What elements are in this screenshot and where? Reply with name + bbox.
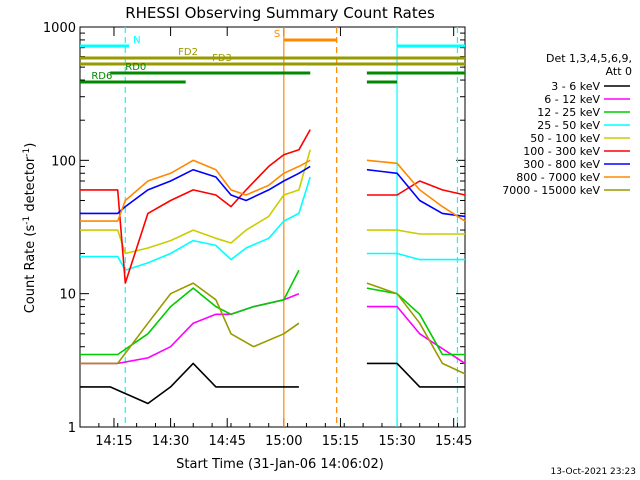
x-tick-label: 14:30 (152, 434, 189, 449)
x-tick-label: 15:15 (322, 434, 359, 449)
series-line (80, 165, 466, 218)
legend-title: Det 1,3,4,5,6,9, (546, 52, 632, 65)
flag-bar-label: S (274, 29, 280, 40)
plot-area: 1 10 100 1000 14:15 14:30 14:45 15:00 15:15 15:30… (43, 21, 473, 449)
legend-entry-label: 300 - 800 keV (523, 158, 600, 171)
y-tick-label: 100 (51, 154, 76, 169)
flag-bar-label: FD3 (212, 53, 232, 64)
legend-entry-label: 12 - 25 keV (537, 106, 600, 119)
series-line (80, 129, 466, 284)
x-tick-label: 14:45 (208, 434, 245, 449)
flag-bar-label: RD0 (125, 62, 146, 73)
series-line (80, 282, 466, 375)
series-line (80, 362, 465, 405)
legend-entry-label: 25 - 50 keV (537, 119, 600, 132)
chart-title: RHESSI Observing Summary Count Rates (125, 4, 435, 22)
legend-entry-label: 100 - 300 keV (523, 145, 600, 158)
series-line (80, 159, 466, 222)
generated-timestamp: 13-Oct-2021 23:23 (551, 467, 636, 477)
series-line (80, 292, 466, 365)
legend-entry-label: 7000 - 15000 keV (502, 184, 600, 197)
x-tick-label: 15:00 (265, 434, 302, 449)
series-line (80, 269, 465, 356)
legend-entry-label: 50 - 100 keV (530, 132, 600, 145)
legend-entry-label: 3 - 6 keV (551, 80, 600, 93)
x-tick-label: 15:45 (435, 434, 472, 449)
legend-entry-label: 800 - 7000 keV (516, 171, 600, 184)
series-line (80, 176, 465, 271)
legend-subtitle: Att 0 (606, 65, 632, 78)
series-line (80, 149, 465, 255)
flag-bar-label: RD6 (91, 71, 112, 82)
x-tick-label: 15:30 (378, 434, 415, 449)
flag-bar-label: N (133, 35, 140, 46)
y-tick-label: 10 (59, 288, 76, 303)
plot-frame (79, 26, 466, 428)
x-tick-label: 14:15 (95, 434, 132, 449)
y-axis-label: Count Rate (s-1 detector-1) (22, 143, 38, 314)
y-tick-label: 1 (68, 421, 76, 436)
y-tick-label: 1000 (43, 21, 76, 36)
flag-bar-label: FD2 (178, 47, 198, 58)
x-axis-label: Start Time (31-Jan-06 14:06:02) (176, 457, 384, 472)
legend-entry-label: 6 - 12 keV (544, 93, 600, 106)
